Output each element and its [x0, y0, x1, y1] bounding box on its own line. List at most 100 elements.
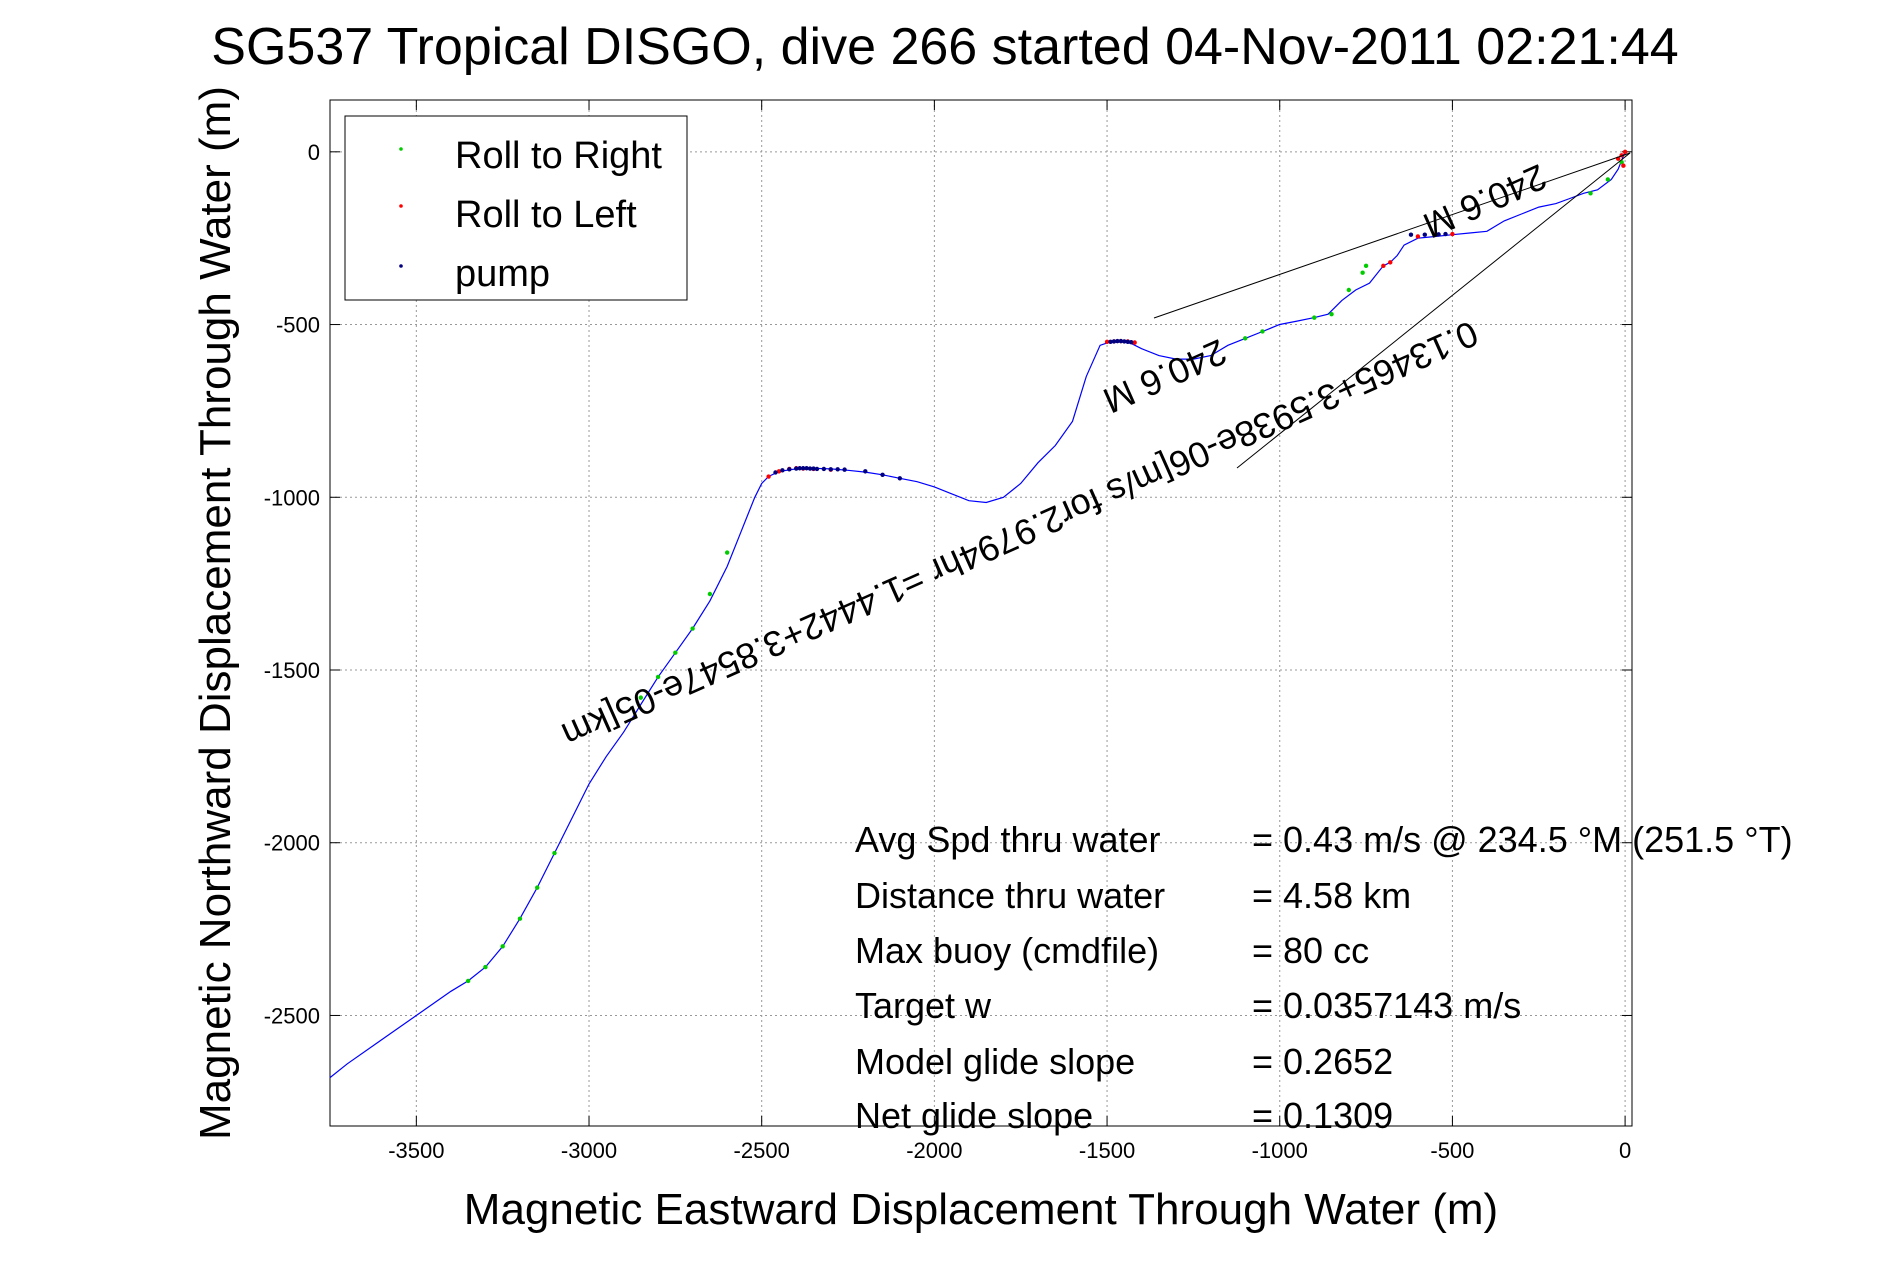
grid: [330, 100, 1632, 1126]
plot-frame: [329, 99, 1633, 1127]
pump-point: [800, 466, 806, 471]
y-tick-label: 0: [308, 140, 320, 165]
pump-point: [821, 466, 827, 472]
pump-point: [1422, 232, 1427, 237]
y-tick-label: -2500: [264, 1003, 320, 1028]
roll-right-point: [552, 850, 557, 856]
roll-left-point: [1621, 163, 1626, 168]
y-tick-label: -2000: [264, 831, 320, 856]
axis-ticks: -3500 -3000 -2500 -2000 -1500 -1000 -500 0 0 -500…: [264, 100, 1632, 1163]
stat-value-3: = 0.0357143 m/s: [1252, 985, 1521, 1026]
roll-right-point: [483, 964, 488, 970]
stat-value-1: = 4.58 km: [1252, 875, 1411, 916]
roll-right-point: [535, 885, 540, 890]
stat-label-2: Max buoy (cmdfile): [855, 930, 1159, 971]
roll-left-point: [1104, 339, 1110, 345]
roll-right-point: [465, 978, 471, 984]
roll-right-point: [1605, 177, 1611, 182]
stat-label-4: Model glide slope: [855, 1041, 1135, 1082]
legend-marker-roll-right: [399, 147, 403, 151]
roll-left-point: [766, 474, 771, 479]
x-tick-label: -2000: [906, 1138, 962, 1163]
y-tick-label: -1000: [264, 485, 320, 510]
x-tick-label: 0: [1619, 1138, 1631, 1163]
pump-point: [1129, 339, 1134, 345]
roll-right-point: [517, 916, 523, 921]
stat-value-2: = 80 cc: [1252, 930, 1369, 971]
guide-line-upper: [1153, 152, 1631, 319]
pump-point: [863, 469, 868, 474]
pump-point: [811, 466, 816, 471]
pump-point: [1115, 338, 1120, 344]
x-tick-label: -500: [1430, 1138, 1474, 1163]
pump-point: [1111, 339, 1117, 344]
x-axis-label: Magnetic Eastward Displacement Through W…: [464, 1185, 1498, 1234]
pump-point: [1408, 232, 1414, 237]
pump-point: [1108, 339, 1113, 345]
x-tick-label: -3500: [388, 1138, 444, 1163]
roll-right-point: [1260, 329, 1265, 334]
legend-box: [344, 115, 688, 301]
pump-point: [794, 466, 799, 471]
roll-right-point: [707, 591, 713, 597]
legend-label-pump: pump: [455, 253, 550, 295]
roll-right-point: [1242, 336, 1248, 341]
roll-left-point: [1415, 234, 1421, 239]
stat-label-0: Avg Spd thru water: [855, 819, 1161, 860]
roll-right-point: [655, 674, 661, 680]
pump-point: [897, 476, 903, 481]
pump-point: [780, 468, 785, 473]
x-tick-label: -2500: [734, 1138, 790, 1163]
y-tick-label: -500: [276, 313, 320, 338]
pump-point: [1436, 232, 1441, 237]
roll-right-point: [1312, 315, 1317, 320]
pump-point: [828, 467, 833, 472]
pump-point: [773, 470, 778, 475]
pump-point: [835, 467, 840, 472]
pump-point: [880, 472, 885, 478]
chart-title: SG537 Tropical DISGO, dive 266 started 0…: [211, 18, 1678, 76]
roll-right-point: [500, 944, 505, 949]
roll-right-point: [690, 626, 695, 631]
roll-right-point: [1363, 263, 1369, 269]
pump-point: [787, 467, 792, 472]
pump-point: [797, 466, 802, 471]
roll-left-point: [1381, 263, 1386, 269]
pump-point: [814, 466, 820, 472]
stat-value-4: = 0.2652: [1252, 1041, 1393, 1082]
chart-marks: [329, 149, 1628, 1079]
roll-left-point: [776, 469, 782, 474]
pump-point: [1443, 231, 1448, 237]
roll-left-point: [1388, 260, 1393, 265]
x-tick-label: -1500: [1079, 1138, 1135, 1163]
stat-label-1: Distance thru water: [855, 875, 1165, 916]
legend-marker-pump: [399, 264, 403, 268]
roll-right-point: [724, 550, 730, 555]
roll-left-point: [1450, 231, 1455, 237]
x-tick-label: -3000: [561, 1138, 617, 1163]
roll-left-point: [1132, 340, 1137, 345]
x-tick-label: -1000: [1252, 1138, 1308, 1163]
pump-point: [1122, 339, 1127, 344]
legend-label-roll-right: Roll to Right: [455, 135, 662, 177]
roll-right-point: [1588, 191, 1593, 196]
pump-point: [804, 466, 809, 471]
roll-right-point: [1360, 270, 1365, 275]
y-tick-label: -1500: [264, 658, 320, 683]
roll-right-point: [638, 695, 644, 700]
roll-right-point: [1346, 287, 1352, 293]
guide-line-lower: [1236, 152, 1631, 469]
pump-point: [807, 466, 813, 471]
roll-right-point: [1329, 311, 1334, 317]
legend-marker-roll-left: [399, 204, 403, 208]
legend: Roll to Right Roll to Left pump: [344, 115, 688, 301]
roll-right-point: [673, 650, 678, 655]
stats-block: Avg Spd thru water = 0.43 m/s @ 234.5 °M…: [855, 819, 1793, 1136]
y-axis-label: Magnetic Northward Displacement Through …: [191, 86, 240, 1140]
pump-point: [842, 467, 847, 472]
pump-point: [1118, 338, 1124, 344]
stat-value-5: = 0.1309: [1252, 1095, 1393, 1136]
pump-point: [1125, 339, 1130, 345]
roll-left-point: [1622, 149, 1628, 155]
